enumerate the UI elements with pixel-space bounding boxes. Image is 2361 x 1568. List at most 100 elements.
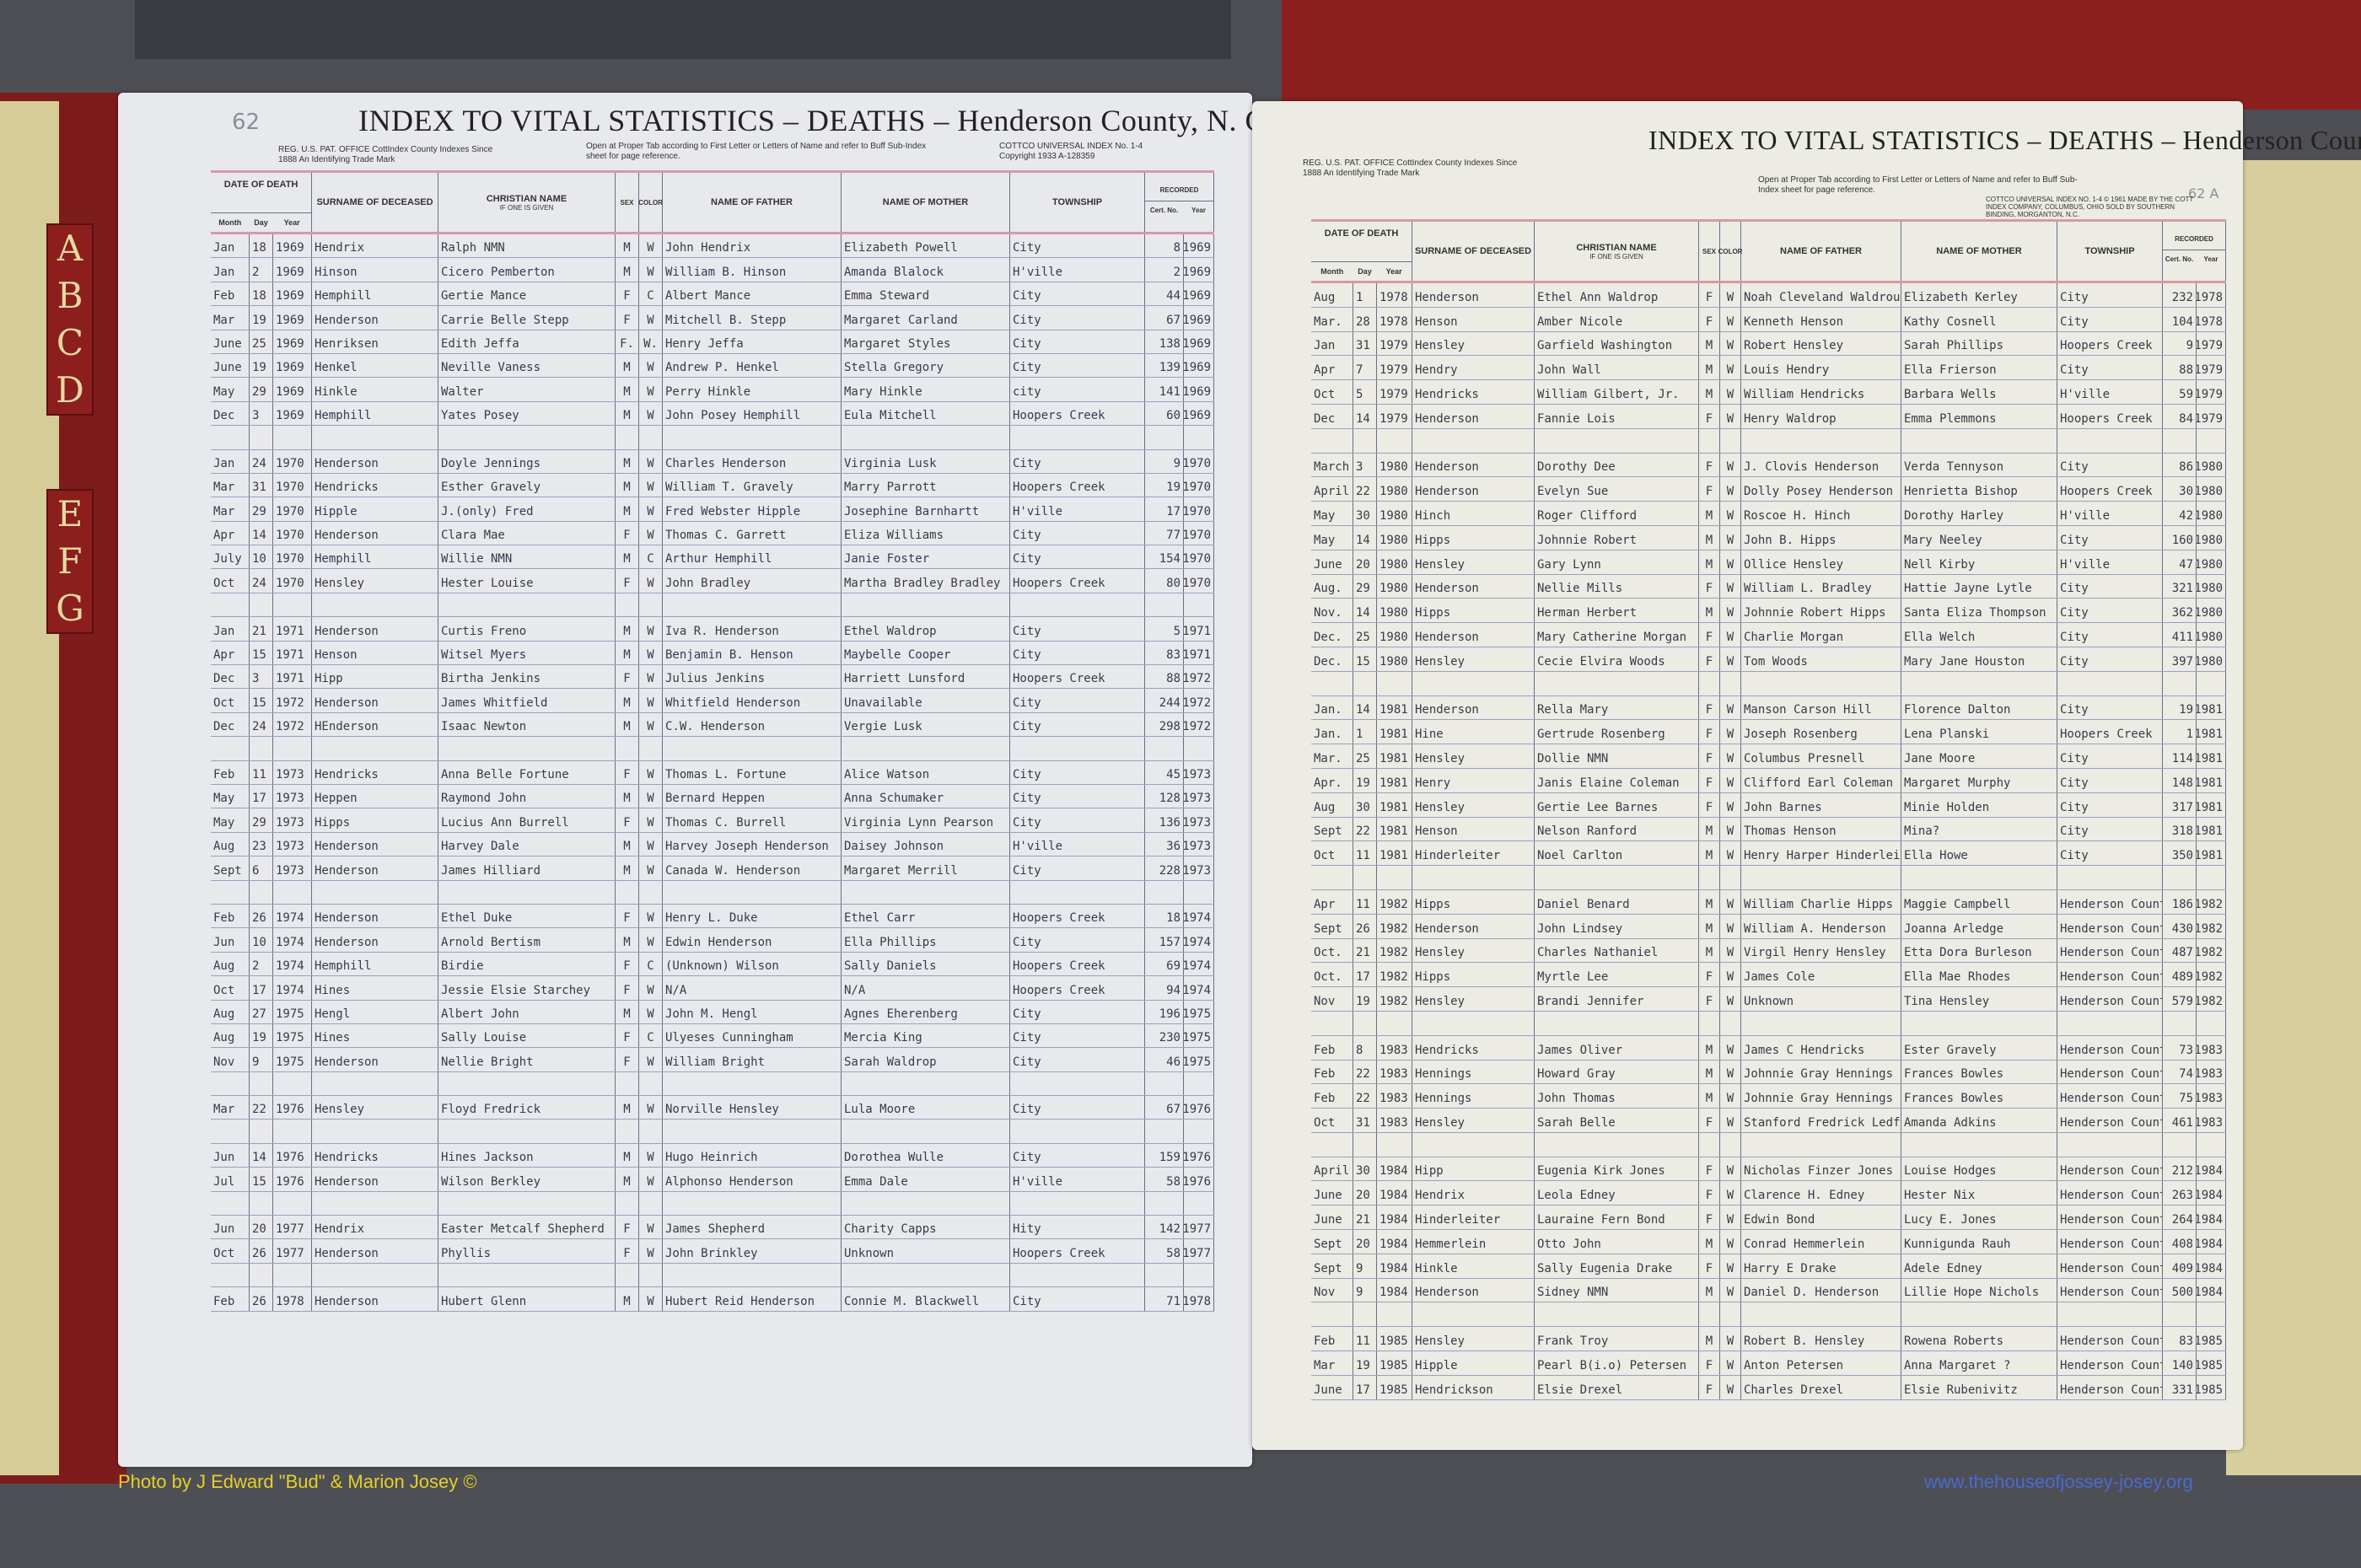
cell-surname: Hines xyxy=(312,976,438,1000)
cell-mother: Henrietta Bishop xyxy=(1901,477,2057,502)
cell-recorded-year: 1970 xyxy=(1184,497,1214,521)
blank-cell xyxy=(1412,1302,1535,1327)
cell-month: Oct xyxy=(1311,841,1353,866)
deaths-index-table: DATE OF DEATH Month Day Year SURNAME OF DECE… xyxy=(211,170,1214,1312)
blank-cell xyxy=(273,593,312,617)
cell-father: Ulyeses Cunningham xyxy=(663,1023,842,1048)
cell-township: City xyxy=(1010,1143,1145,1168)
header-month: Month xyxy=(1320,267,1344,276)
blank-cell xyxy=(2197,1302,2226,1327)
cell-surname: Heppen xyxy=(312,784,438,808)
cell-surname: Henderson xyxy=(1412,914,1535,938)
header-mother-label: NAME OF MOTHER xyxy=(882,197,969,207)
blank-cell xyxy=(1741,428,1901,453)
cell-township: City xyxy=(1010,856,1145,880)
cell-cert-number: 141 xyxy=(1145,378,1184,401)
cell-cert-number: 67 xyxy=(1145,306,1184,330)
cell-surname: Hinkle xyxy=(1412,1254,1535,1278)
cell-sex: F xyxy=(1699,1206,1720,1230)
cell-township: Hoopers Creek xyxy=(1010,1239,1145,1263)
blank-cell xyxy=(1145,1120,1184,1143)
table-row: June 20 1984 Hendrix Leola Edney F W Clarence H… xyxy=(1311,1181,2226,1206)
cell-year: 1985 xyxy=(1377,1327,1412,1351)
blank-cell xyxy=(663,593,842,617)
cell-sex: M xyxy=(616,1287,639,1311)
table-row: Mar 31 1970 Hendricks Esther Gravely M W Willia… xyxy=(211,473,1214,498)
table-row: Jan. 1 1981 Hine Gertrude Rosenberg F W Joseph … xyxy=(1311,720,2226,745)
cell-sex: F xyxy=(1699,695,1720,720)
cell-cert-number: 1 xyxy=(2163,720,2197,744)
cell-cert-number: 362 xyxy=(2163,599,2197,623)
header-christian-name: CHRISTIAN NAME IF ONE IS GIVEN xyxy=(438,173,616,232)
cell-recorded-year: 1977 xyxy=(1184,1239,1214,1263)
cell-year: 1983 xyxy=(1377,1060,1412,1084)
blank-cell xyxy=(1901,866,2057,889)
cell-color: W xyxy=(1720,889,1741,914)
table-row: Aug 30 1981 Hensley Gertie Lee Barnes F W John … xyxy=(1311,792,2226,818)
cell-month: Aug xyxy=(211,1000,250,1023)
cell-surname: Henderson xyxy=(1412,574,1535,599)
table-row: Oct 11 1981 Hinderleiter Noel Carlton M W Henry… xyxy=(1311,841,2226,867)
header-color: COLOR xyxy=(638,173,663,232)
cell-color: W xyxy=(639,712,663,737)
blank-cell xyxy=(250,1191,273,1216)
cell-cert-number: 80 xyxy=(1145,569,1184,593)
cell-christian-name: Hester Louise xyxy=(438,569,616,593)
blank-cell xyxy=(1184,737,1214,760)
cell-day: 28 xyxy=(1353,307,1377,331)
table-row: Oct 15 1972 Henderson James Whitfield M W Whitf… xyxy=(211,689,1214,713)
cell-christian-name: Garfield Washington xyxy=(1535,331,1699,356)
cell-month: Oct xyxy=(211,689,250,712)
cell-month: June xyxy=(1311,1181,1353,1206)
blank-cell xyxy=(312,1120,438,1143)
cell-color: W xyxy=(639,665,663,689)
blank-cell xyxy=(1720,1011,1741,1035)
cell-color: W xyxy=(639,760,663,784)
table-row: April 22 1980 Henderson Evelyn Sue F W Dolly Po… xyxy=(1311,477,2226,502)
cell-recorded-year: 1978 xyxy=(1184,1287,1214,1311)
cell-year: 1981 xyxy=(1377,792,1412,817)
cell-christian-name: John Lindsey xyxy=(1535,914,1699,938)
cell-year: 1977 xyxy=(273,1239,312,1263)
cell-year: 1973 xyxy=(273,856,312,880)
cell-surname: Henderson xyxy=(312,904,438,928)
blank-cell xyxy=(250,737,273,760)
cell-cert-number: 264 xyxy=(2163,1206,2197,1230)
cell-christian-name: Sarah Belle xyxy=(1535,1109,1699,1132)
cell-sex: M xyxy=(1699,599,1720,623)
cell-recorded-year: 1983 xyxy=(2197,1109,2226,1132)
table-row: May 17 1973 Heppen Raymond John M W Bernard Hep… xyxy=(211,784,1214,809)
cell-year: 1972 xyxy=(273,712,312,737)
blank-row xyxy=(1311,1302,2226,1328)
tab-letter: A xyxy=(56,228,83,269)
cell-christian-name: Edith Jeffa xyxy=(438,330,616,353)
blank-cell xyxy=(273,1263,312,1287)
header-color-label: COLOR xyxy=(638,198,663,207)
cell-father: Louis Hendry xyxy=(1741,356,1901,380)
copyright-text: COTTCO UNIVERSAL INDEX NO. 1-4 © 1961 MA… xyxy=(1986,196,2194,218)
website-link[interactable]: www.thehouseofjossey-josey.org xyxy=(1924,1471,2193,1492)
cell-year: 1984 xyxy=(1377,1254,1412,1278)
cell-day: 22 xyxy=(1353,817,1377,841)
table-row: Feb 26 1974 Henderson Ethel Duke F W Henry L. D… xyxy=(211,904,1214,929)
cell-day: 14 xyxy=(1353,525,1377,550)
table-row: Apr 15 1971 Henson Witsel Myers M W Benjamin B.… xyxy=(211,641,1214,666)
blank-cell xyxy=(1311,1302,1353,1327)
table-row: Feb 11 1985 Hensley Frank Troy M W Robert B. He… xyxy=(1311,1327,2226,1352)
blank-cell xyxy=(1010,1071,1145,1096)
table-row: June 20 1980 Hensley Gary Lynn M W Ollice Hensl… xyxy=(1311,550,2226,575)
cell-sex: F xyxy=(616,1216,639,1239)
cell-mother: Lillie Hope Nichols xyxy=(1901,1278,2057,1302)
cell-cert-number: 196 xyxy=(1145,1000,1184,1023)
cell-month: Oct xyxy=(211,569,250,593)
cell-father: John Brinkley xyxy=(663,1239,842,1263)
blank-cell xyxy=(1353,866,1377,889)
cell-year: 1980 xyxy=(1377,550,1412,574)
cell-father: Dolly Posey Henderson xyxy=(1741,477,1901,502)
cell-sex: F xyxy=(616,808,639,832)
blank-cell xyxy=(1145,593,1184,617)
cell-township: H'ville xyxy=(1010,832,1145,856)
cell-surname: Henderson xyxy=(312,1239,438,1263)
